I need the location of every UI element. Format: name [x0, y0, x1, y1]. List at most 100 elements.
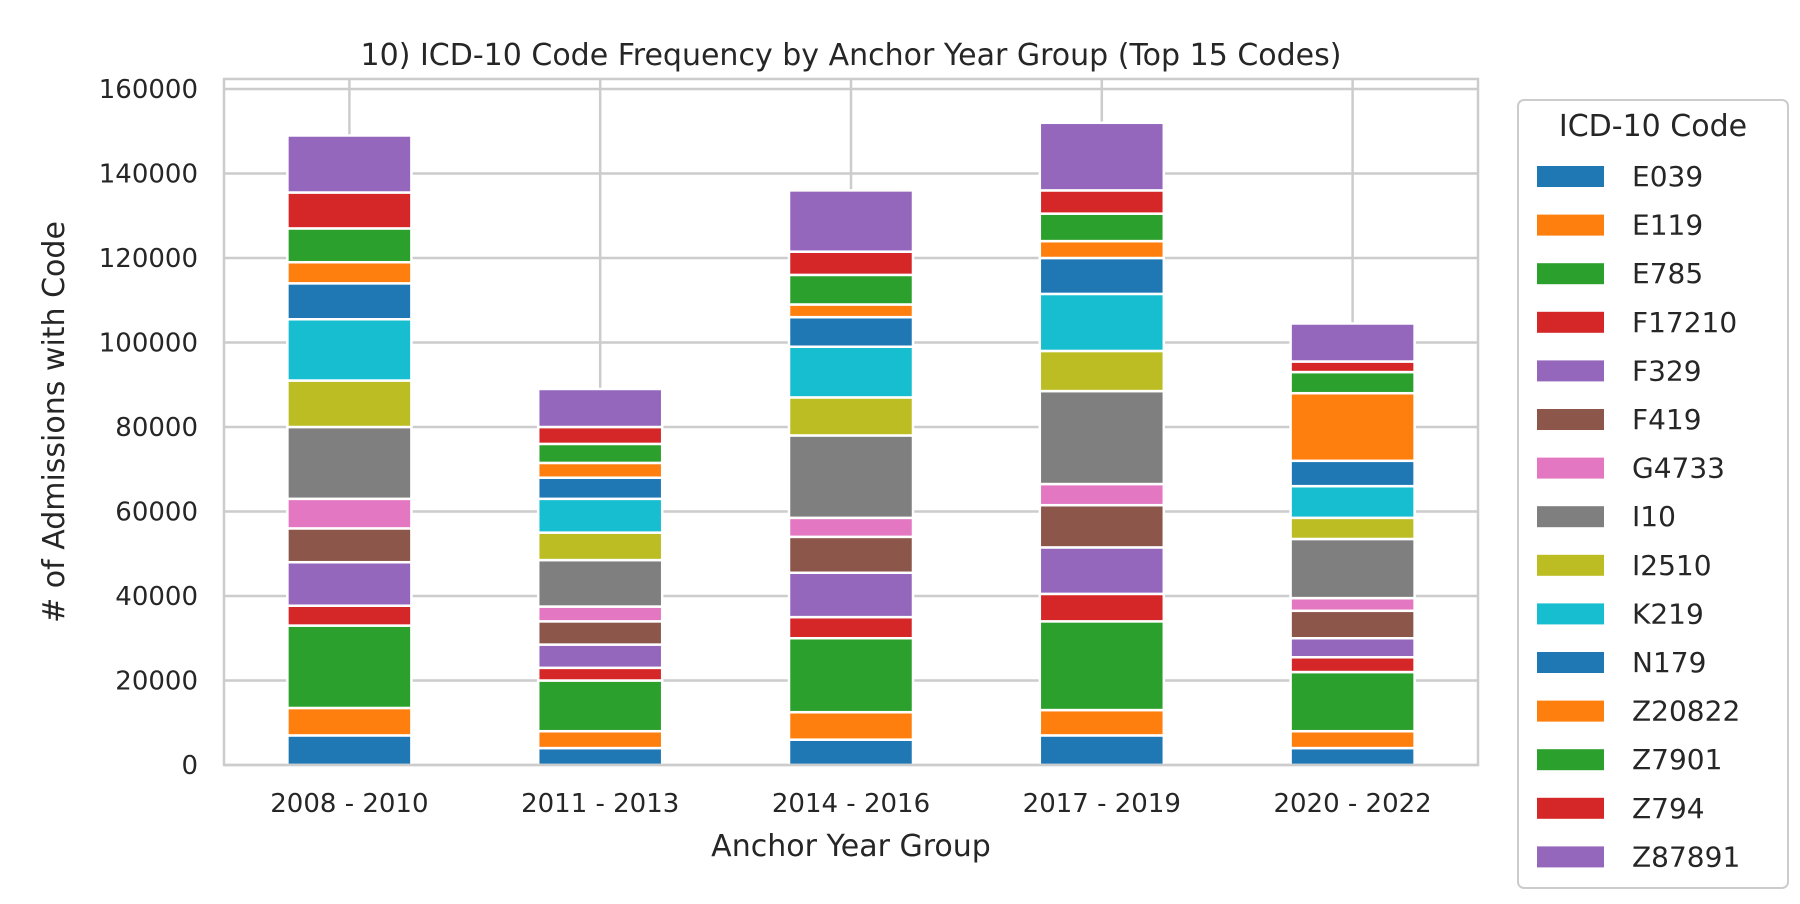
bar-segment [1289, 537, 1416, 600]
legend-swatch [1537, 797, 1604, 819]
bar-segment [1289, 609, 1416, 640]
bar-segment [286, 706, 413, 737]
bar-segment [1038, 503, 1166, 549]
bar-segment [787, 637, 915, 714]
y-tick-label: 100000 [99, 329, 198, 359]
legend-label: F17210 [1632, 306, 1737, 339]
legend-swatch [1537, 846, 1604, 868]
legend-swatch [1537, 263, 1604, 285]
legend-item: Z7901 [1537, 743, 1722, 776]
bar-segment [1289, 370, 1416, 395]
bar-segment [1289, 516, 1416, 541]
legend-item: N179 [1537, 646, 1706, 679]
bar-segment [1038, 592, 1166, 623]
bar-segment [536, 476, 664, 501]
bar-segment [286, 734, 413, 767]
bar-segment [787, 710, 915, 741]
legend-item: F419 [1537, 403, 1702, 436]
legend-label: G4733 [1632, 452, 1725, 485]
legend-swatch [1537, 360, 1604, 382]
bar-segment [1289, 637, 1416, 659]
bar-segment [286, 227, 413, 264]
legend-label: F329 [1632, 354, 1702, 387]
legend-swatch [1537, 506, 1604, 528]
bar-segment [286, 497, 413, 530]
bar-segment [1038, 546, 1166, 596]
legend-label: E039 [1632, 160, 1703, 193]
bars [286, 121, 1416, 767]
bar-segment [1289, 322, 1416, 363]
legend-item: F329 [1537, 354, 1702, 387]
bar-segment [787, 615, 915, 640]
legend-swatch [1537, 700, 1604, 722]
legend-items: E039 E119 E785 F17210 F329 F419 G4733 I10 I2510 K… [1537, 160, 1740, 873]
bar-segment [787, 571, 915, 619]
bar-segment [286, 604, 413, 627]
legend-item: Z87891 [1537, 840, 1740, 873]
plot-frame [222, 77, 1480, 767]
legend-frame [1517, 99, 1789, 889]
bar-segment [536, 558, 664, 608]
y-tick-label: 160000 [99, 75, 198, 105]
bar-segment [1038, 482, 1166, 507]
legend-item: I10 [1537, 500, 1676, 533]
legend-item: G4733 [1537, 452, 1725, 485]
legend-item: I2510 [1537, 549, 1712, 582]
bar-segment [1038, 708, 1166, 737]
bar-segment [1038, 734, 1166, 767]
legend-label: F419 [1632, 403, 1702, 436]
legend-item: K219 [1537, 597, 1704, 630]
bar-segment [536, 746, 664, 767]
legend-item: F17210 [1537, 306, 1737, 339]
legend-label: E785 [1632, 257, 1703, 290]
legend-item: E039 [1537, 160, 1703, 193]
bar-segment [1289, 459, 1416, 488]
x-tick-label: 2011 - 2013 [521, 789, 679, 819]
legend-label: I10 [1632, 500, 1676, 533]
bar-segment [536, 461, 664, 479]
bar-segment [286, 425, 413, 501]
bar-segment [536, 620, 664, 646]
y-axis-label: # of Admissions with Code [37, 221, 72, 623]
bar-segment [1289, 656, 1416, 674]
legend-label: Z20822 [1632, 695, 1740, 728]
legend-label: K219 [1632, 597, 1704, 630]
legend-item: E785 [1537, 257, 1703, 290]
y-tick-label: 60000 [115, 498, 198, 528]
legend-label: Z7901 [1632, 743, 1722, 776]
bar-segment [1038, 212, 1166, 243]
bar-stack [1038, 121, 1166, 767]
legend-swatch [1537, 603, 1604, 625]
legend-label: N179 [1632, 646, 1706, 679]
legend-swatch [1537, 311, 1604, 333]
bar-segment [286, 379, 413, 429]
y-tick-label: 140000 [99, 160, 198, 190]
bar-segment [1289, 360, 1416, 374]
bar-stack [286, 134, 413, 767]
legend-label: Z794 [1632, 792, 1705, 825]
bar-segment [286, 191, 413, 230]
legend-swatch [1537, 214, 1604, 236]
chart-title: 10) ICD-10 Code Frequency by Anchor Year… [361, 38, 1342, 73]
bar-segment [1289, 391, 1416, 463]
bar-segment [787, 345, 915, 399]
x-tick-label: 2020 - 2022 [1273, 789, 1431, 819]
y-axis-ticks: 0 20000 40000 60000 80000 100000 120000 140000 1… [99, 75, 198, 781]
y-tick-label: 80000 [115, 413, 198, 443]
bar-segment [1289, 596, 1416, 613]
bar-segment [1289, 746, 1416, 767]
bar-segment [536, 643, 664, 670]
bar-segment [536, 497, 664, 534]
bar-segment [536, 531, 664, 562]
bar-segment [1038, 292, 1166, 353]
bar-segment [1038, 620, 1166, 712]
legend-label: I2510 [1632, 549, 1712, 582]
bar-segment [787, 250, 915, 277]
bar-segment [787, 189, 915, 253]
bar-segment [536, 442, 664, 465]
legend-title: ICD-10 Code [1559, 109, 1747, 144]
bar-segment [286, 318, 413, 382]
bar-segment [787, 315, 915, 348]
x-tick-label: 2014 - 2016 [772, 789, 930, 819]
